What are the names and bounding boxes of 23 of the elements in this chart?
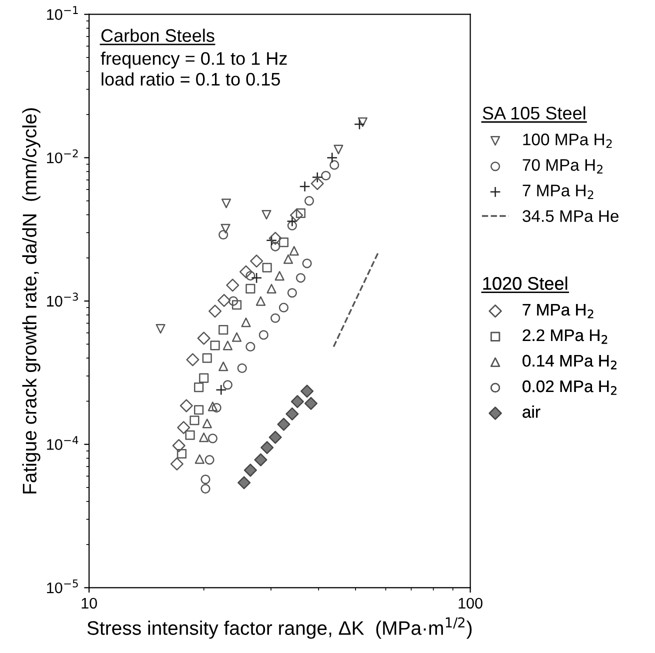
x-tick-label: 10 [82, 598, 97, 609]
y-tick-label: 10$^{−3}$ [47, 292, 78, 307]
x-tick-label: 100 [458, 598, 482, 609]
annotation: frequency = 0.1 to 1 Hz [100, 52, 287, 68]
legend-label: 7 MPa H$_{2}$ [522, 304, 594, 318]
annotation: Carbon Steels [101, 28, 214, 42]
legend-label: 0.02 MPa H$_{2}$ [522, 380, 616, 395]
y-tick-label: 10$^{−2}$ [47, 149, 78, 164]
y-axis-title: Fatigue crack growth rate, da/dN (mm/cycle) [22, 108, 40, 494]
text: SA 105 Steel [482, 106, 586, 120]
legend-label: 100 MPa H$_{2}$ [523, 134, 612, 148]
legend-label: 2.2 MPa H$_{2}$ [522, 329, 608, 344]
legend-label: 7 MPa H$_{2}$ [522, 184, 594, 199]
text: 1020 Steel [483, 276, 568, 290]
legend-label: air [522, 406, 540, 418]
x-axis-title: Stress intensity factor range, ΔK (MPa·m$^{1/2}$) [87, 617, 472, 639]
y-tick-label: 10$^{−5}$ [47, 579, 78, 594]
y-tick-label: 10$^{−1}$ [47, 6, 78, 20]
legend-label: 70 MPa H$_{2}$ [522, 159, 602, 174]
y-tick-label: 10$^{−4}$ [47, 436, 78, 450]
legend-label: 0.14 MPa H$_{2}$ [522, 354, 616, 370]
legend-label: 34.5 MPa He [522, 210, 618, 222]
annotation: load ratio = 0.1 to 0.15 [102, 72, 280, 86]
